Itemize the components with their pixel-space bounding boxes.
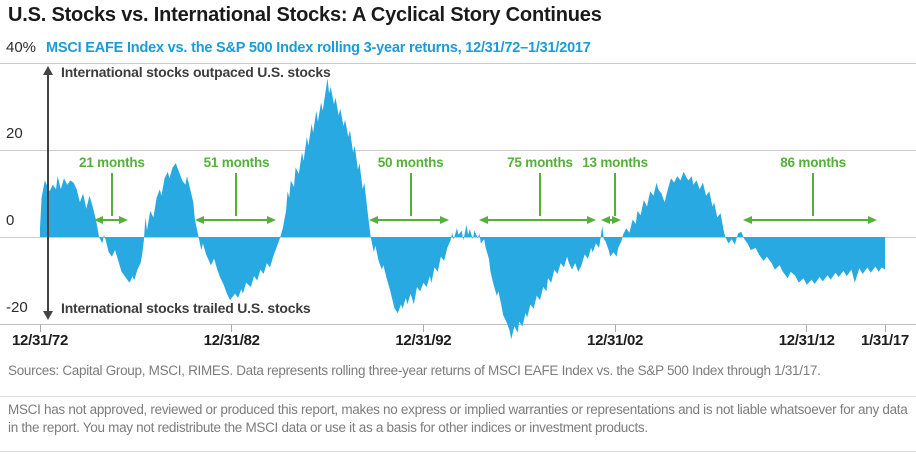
- y-gridline--20: [0, 324, 916, 325]
- footer-separator-bottom: [0, 451, 916, 452]
- arrow-left-icon: [194, 215, 204, 224]
- page-title: U.S. Stocks vs. International Stocks: A …: [8, 4, 602, 26]
- period-duration-label: 13 months: [582, 155, 648, 170]
- period-arrow-shaft: [608, 219, 614, 221]
- period-arrow-shaft: [750, 219, 869, 221]
- arrow-up-icon: [43, 66, 53, 75]
- y-tick-label-0: 0: [6, 212, 15, 229]
- x-tick-label-12/31/12: 12/31/12: [778, 332, 835, 349]
- chart-subtitle: MSCI EAFE Index vs. the S&P 500 Index ro…: [46, 40, 591, 56]
- outpaced-label: International stocks outpaced U.S. stock…: [61, 64, 331, 80]
- arrow-left-icon: [600, 215, 610, 224]
- period-pointer-line: [110, 173, 113, 216]
- arrow-down-icon: [43, 311, 53, 320]
- x-tick-12/31/12: [806, 325, 808, 332]
- arrow-right-icon: [267, 215, 277, 224]
- x-tick-12/31/82: [231, 325, 233, 332]
- y-gridline-20: [0, 150, 916, 151]
- x-tick-12/31/72: [39, 325, 41, 332]
- source-note: Sources: Capital Group, MSCI, RIMES. Dat…: [8, 363, 821, 378]
- arrow-right-icon: [118, 215, 128, 224]
- period-pointer-line: [614, 173, 617, 216]
- x-tick-label-12/31/92: 12/31/92: [395, 332, 452, 349]
- period-duration-label: 50 months: [377, 155, 444, 170]
- series-area-eafe-vs-sp500: [40, 78, 885, 340]
- arrow-left-icon: [742, 215, 752, 224]
- period-arrow-shaft: [202, 219, 269, 221]
- x-tick-12/31/92: [422, 325, 424, 332]
- arrow-right-icon: [868, 215, 877, 224]
- y-gridline-0: [0, 237, 916, 238]
- period-arrow-shaft: [487, 219, 588, 221]
- period-pointer-line: [812, 173, 815, 216]
- x-tick-label-12/31/82: 12/31/82: [203, 332, 260, 349]
- x-tick-label-12/31/02: 12/31/02: [587, 332, 644, 349]
- trailed-label: International stocks trailed U.S. stocks: [61, 300, 311, 316]
- y-axis-top-label: 40%: [6, 39, 37, 56]
- y-tick-label-20: 20: [6, 125, 23, 142]
- period-arrow-shaft: [102, 219, 120, 221]
- period-duration-label: 86 months: [780, 155, 846, 170]
- footer-separator-top: [0, 396, 916, 397]
- y-direction-arrow-line: [47, 72, 49, 318]
- period-duration-label: 51 months: [203, 155, 270, 170]
- period-pointer-line: [538, 173, 541, 216]
- arrow-left-icon: [479, 215, 489, 224]
- x-tick-label-12/31/72: 12/31/72: [12, 332, 68, 349]
- x-tick-label-1/31/17: 1/31/17: [861, 332, 909, 349]
- period-arrow-shaft: [377, 219, 441, 221]
- arrow-left-icon: [94, 215, 104, 224]
- x-tick-12/31/02: [614, 325, 616, 332]
- period-duration-label: 75 months: [507, 155, 573, 170]
- msci-disclaimer: MSCI has not approved, reviewed or produ…: [8, 402, 908, 435]
- arrow-right-icon: [439, 215, 449, 224]
- period-duration-label: 21 months: [79, 155, 145, 170]
- x-tick-1/31/17: [884, 325, 886, 332]
- period-pointer-line: [409, 173, 412, 216]
- arrow-left-icon: [369, 215, 379, 224]
- arrow-right-icon: [586, 215, 596, 224]
- y-tick-label--20: -20: [6, 299, 28, 316]
- period-pointer-line: [235, 173, 238, 216]
- y-gridline-40: [0, 63, 916, 64]
- arrow-right-icon: [612, 215, 622, 224]
